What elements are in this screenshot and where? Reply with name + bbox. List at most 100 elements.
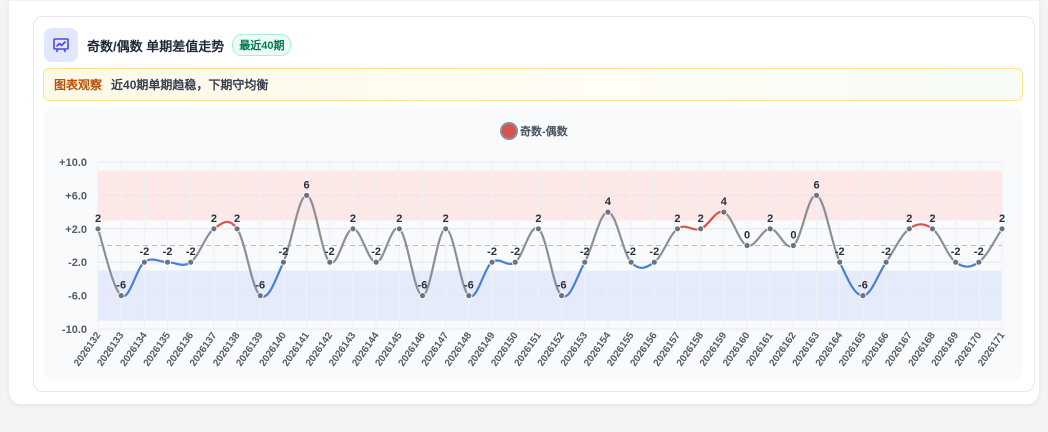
series-line-segment [745, 227, 772, 247]
data-label: -2 [649, 246, 659, 258]
data-label: -2 [974, 246, 984, 258]
data-label: -2 [371, 246, 381, 258]
data-label: -2 [580, 246, 590, 258]
data-point[interactable] [256, 292, 264, 300]
observation-text: 近40期单期趋稳，下期守均衡 [111, 78, 269, 92]
data-label: -2 [881, 246, 891, 258]
data-point[interactable] [164, 258, 171, 266]
data-label: -6 [557, 280, 567, 292]
data-label: 6 [814, 179, 820, 191]
data-point[interactable] [233, 225, 241, 233]
data-label: -2 [139, 246, 149, 258]
data-point[interactable] [859, 292, 867, 300]
data-point[interactable] [280, 258, 287, 266]
data-point[interactable] [94, 225, 102, 233]
data-point[interactable] [674, 225, 681, 233]
chart-area: +10.0 +6.0 +2.0 -2.0 -6.0 -10.0 2026132 2026133… [43, 109, 1023, 379]
series-line-segment [537, 227, 563, 297]
data-label: 2 [396, 213, 402, 225]
data-point[interactable] [975, 258, 983, 266]
data-label: 2 [443, 213, 449, 225]
trend-chart: +10.0+6.0+2.0-2.0-6.0-10.020261322026133… [59, 122, 1008, 369]
data-point[interactable] [720, 208, 728, 216]
data-label: 2 [350, 213, 356, 225]
y-tick-label: +2.0 [65, 224, 87, 236]
data-label: 2 [95, 213, 101, 225]
data-point[interactable] [650, 258, 658, 266]
data-point[interactable] [465, 292, 473, 300]
data-label: -2 [163, 246, 173, 258]
data-point[interactable] [511, 258, 519, 266]
y-tick-label: -10.0 [62, 324, 87, 336]
data-point[interactable] [905, 225, 913, 233]
y-tick-label: +6.0 [65, 190, 87, 202]
y-tick-label: -2.0 [68, 257, 87, 269]
data-point[interactable] [836, 258, 844, 266]
series-line-segment [630, 261, 656, 269]
data-point[interactable] [140, 258, 148, 266]
data-point[interactable] [697, 225, 705, 233]
data-label: -2 [835, 246, 845, 258]
data-label: -6 [116, 280, 126, 292]
series-line-segment [96, 227, 123, 297]
data-point[interactable] [952, 258, 960, 266]
data-label: -6 [858, 280, 868, 292]
y-tick-label: -6.0 [68, 291, 87, 303]
data-label: 4 [721, 196, 728, 208]
data-point[interactable] [998, 225, 1006, 233]
data-point[interactable] [303, 192, 311, 199]
data-point[interactable] [488, 258, 496, 266]
period-badge: 最近40期 [232, 34, 292, 56]
data-point[interactable] [535, 225, 542, 233]
data-label: 6 [304, 179, 310, 191]
legend-swatch[interactable] [500, 122, 518, 140]
data-label: -2 [325, 246, 335, 258]
data-point[interactable] [627, 258, 635, 266]
data-label: 2 [767, 213, 773, 225]
series-line-segment [235, 227, 262, 297]
chart-card: 奇数/偶数 单期差值走势 最近40期 图表观察 近40期单期趋稳，下期守均衡 +… [33, 16, 1035, 392]
data-label: 0 [790, 230, 796, 242]
observation-tag: 图表观察 [54, 78, 103, 92]
data-label: -2 [186, 246, 196, 258]
data-label: -2 [951, 246, 961, 258]
data-label: 0 [744, 230, 750, 242]
card-title: 奇数/偶数 单期差值走势 [87, 38, 225, 54]
data-point[interactable] [581, 258, 589, 266]
data-point[interactable] [117, 292, 125, 300]
data-point[interactable] [789, 242, 797, 249]
data-point[interactable] [743, 242, 751, 249]
data-point[interactable] [349, 225, 357, 233]
data-label: 2 [234, 213, 240, 225]
data-label: -2 [626, 246, 636, 258]
series-line-segment [954, 261, 980, 268]
data-point[interactable] [372, 258, 380, 266]
data-point[interactable] [395, 225, 403, 233]
data-label: -6 [255, 280, 265, 292]
panel-container: 奇数/偶数 单期差值走势 最近40期 图表观察 近40期单期趋稳，下期守均衡 +… [9, 1, 1039, 404]
data-point[interactable] [442, 225, 450, 233]
observation-banner: 图表观察 近40期单期趋稳，下期守均衡 [43, 68, 1023, 101]
data-point[interactable] [326, 258, 334, 266]
data-label: 2 [906, 213, 912, 225]
data-point[interactable] [929, 225, 936, 233]
data-point[interactable] [813, 192, 820, 199]
data-point[interactable] [558, 292, 565, 300]
data-point[interactable] [766, 225, 774, 233]
data-label: -2 [510, 246, 520, 258]
data-point[interactable] [210, 225, 218, 233]
card-header: 奇数/偶数 单期差值走势 最近40期 [44, 27, 292, 63]
data-label: -6 [464, 280, 474, 292]
data-label: -2 [279, 246, 289, 258]
data-point[interactable] [882, 258, 890, 266]
data-point[interactable] [187, 258, 195, 266]
data-label: 4 [605, 196, 612, 208]
data-label: 2 [674, 213, 680, 225]
data-point[interactable] [419, 292, 426, 300]
legend-label[interactable]: 奇数-偶数 [520, 124, 569, 138]
series-line-segment [908, 223, 934, 230]
data-label: 2 [211, 213, 217, 225]
data-label: 2 [535, 213, 541, 225]
data-point[interactable] [604, 208, 612, 216]
data-label: 2 [999, 213, 1005, 225]
